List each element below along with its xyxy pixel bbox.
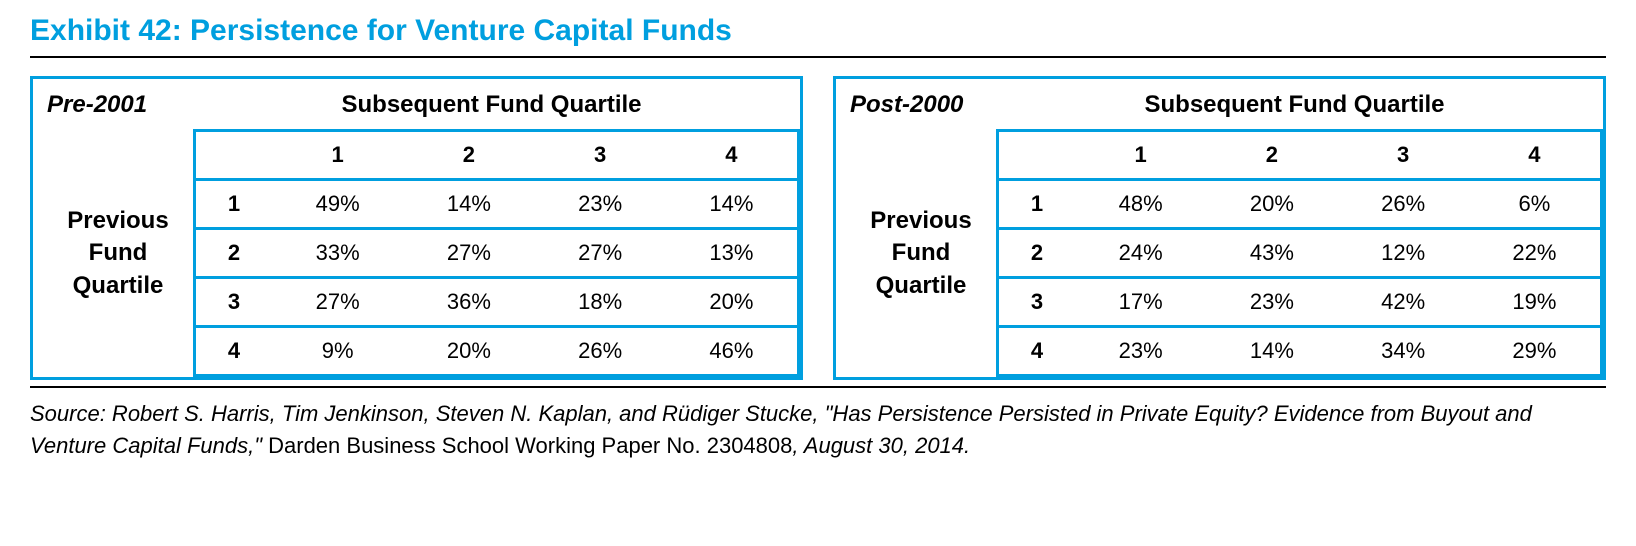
cell: 27% — [403, 230, 534, 276]
grid: . 1 2 3 4 1 48% 20% 26% 6% 2 — [996, 129, 1603, 377]
cell: 23% — [1206, 279, 1337, 325]
col-header: 2 — [403, 132, 534, 178]
row-group-line: Fund — [892, 239, 951, 266]
col-header-row: . 1 2 3 4 — [196, 132, 797, 178]
cell: 20% — [666, 279, 797, 325]
row-header: 3 — [999, 279, 1075, 325]
row-header: 1 — [196, 181, 272, 227]
col-group-label: Subsequent Fund Quartile — [996, 85, 1593, 129]
cell: 23% — [535, 181, 666, 227]
cell: 26% — [535, 328, 666, 374]
top-rule — [30, 56, 1606, 58]
row-side: Pre-2001 Previous Fund Quartile — [43, 85, 193, 367]
cell: 34% — [1338, 328, 1469, 374]
cell: 27% — [535, 230, 666, 276]
table-row: 4 9% 20% 26% 46% — [196, 325, 797, 374]
cell: 20% — [403, 328, 534, 374]
row-header: 4 — [999, 328, 1075, 374]
cell: 29% — [1469, 328, 1600, 374]
row-group-line: Quartile — [876, 272, 967, 299]
col-group-label: Subsequent Fund Quartile — [193, 85, 790, 129]
col-header: 3 — [535, 132, 666, 178]
source-suffix: , August 30, 2014. — [792, 433, 970, 458]
period-label: Pre-2001 — [43, 85, 193, 137]
row-header: 2 — [196, 230, 272, 276]
row-side: Post-2000 Previous Fund Quartile — [846, 85, 996, 367]
col-header: 1 — [272, 132, 403, 178]
table-row: 3 27% 36% 18% 20% — [196, 276, 797, 325]
cell: 46% — [666, 328, 797, 374]
cell: 19% — [1469, 279, 1600, 325]
panel-pre-2001: Pre-2001 Previous Fund Quartile Subseque… — [30, 76, 803, 380]
period-label: Post-2000 — [846, 85, 996, 137]
exhibit-title: Exhibit 42: Persistence for Venture Capi… — [30, 14, 1606, 48]
table-row: 2 33% 27% 27% 13% — [196, 227, 797, 276]
cell: 43% — [1206, 230, 1337, 276]
source-citation: Source: Robert S. Harris, Tim Jenkinson,… — [30, 398, 1606, 462]
tables-row: Pre-2001 Previous Fund Quartile Subseque… — [30, 76, 1606, 380]
panel-post-2000: Post-2000 Previous Fund Quartile Subsequ… — [833, 76, 1606, 380]
cell: 14% — [666, 181, 797, 227]
cell: 23% — [1075, 328, 1206, 374]
row-group-line: Quartile — [73, 272, 164, 299]
col-header-row: . 1 2 3 4 — [999, 132, 1600, 178]
col-header: 3 — [1338, 132, 1469, 178]
cell: 33% — [272, 230, 403, 276]
bottom-rule — [30, 386, 1606, 388]
cell: 17% — [1075, 279, 1206, 325]
cell: 18% — [535, 279, 666, 325]
cell: 26% — [1338, 181, 1469, 227]
cell: 27% — [272, 279, 403, 325]
cell: 14% — [1206, 328, 1337, 374]
row-group-line: Fund — [89, 239, 148, 266]
row-side-spacer — [43, 137, 193, 185]
grid: . 1 2 3 4 1 49% 14% 23% 14% 2 — [193, 129, 800, 377]
grid-side: Subsequent Fund Quartile . 1 2 3 4 1 49%… — [193, 85, 790, 367]
cell: 13% — [666, 230, 797, 276]
cell: 14% — [403, 181, 534, 227]
row-header: 4 — [196, 328, 272, 374]
cell: 42% — [1338, 279, 1469, 325]
row-group-line: Previous — [870, 207, 971, 234]
grid-side: Subsequent Fund Quartile . 1 2 3 4 1 48%… — [996, 85, 1593, 367]
cell: 24% — [1075, 230, 1206, 276]
row-side-spacer — [846, 137, 996, 185]
col-header: 4 — [1469, 132, 1600, 178]
cell: 22% — [1469, 230, 1600, 276]
cell: 20% — [1206, 181, 1337, 227]
table-row: 4 23% 14% 34% 29% — [999, 325, 1600, 374]
col-header: 2 — [1206, 132, 1337, 178]
table-row: 1 49% 14% 23% 14% — [196, 178, 797, 227]
table-row: 2 24% 43% 12% 22% — [999, 227, 1600, 276]
cell: 9% — [272, 328, 403, 374]
row-group-label: Previous Fund Quartile — [846, 185, 996, 302]
row-header: 3 — [196, 279, 272, 325]
exhibit: Exhibit 42: Persistence for Venture Capi… — [0, 0, 1636, 482]
cell: 36% — [403, 279, 534, 325]
row-header: 2 — [999, 230, 1075, 276]
cell: 48% — [1075, 181, 1206, 227]
source-middle: Darden Business School Working Paper No.… — [268, 433, 792, 458]
table-row: 1 48% 20% 26% 6% — [999, 178, 1600, 227]
row-group-label: Previous Fund Quartile — [43, 185, 193, 302]
cell: 49% — [272, 181, 403, 227]
cell: 6% — [1469, 181, 1600, 227]
cell: 12% — [1338, 230, 1469, 276]
col-header: 1 — [1075, 132, 1206, 178]
col-header: 4 — [666, 132, 797, 178]
table-row: 3 17% 23% 42% 19% — [999, 276, 1600, 325]
row-group-line: Previous — [67, 207, 168, 234]
row-header: 1 — [999, 181, 1075, 227]
